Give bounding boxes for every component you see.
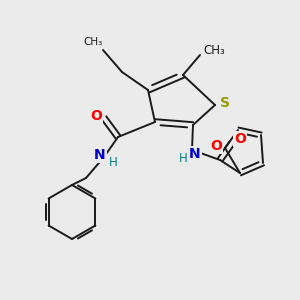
Text: CH₃: CH₃ (203, 44, 225, 56)
Text: N: N (189, 147, 201, 161)
Text: S: S (220, 96, 230, 110)
Text: O: O (210, 139, 222, 153)
Text: H: H (109, 155, 117, 169)
Text: N: N (94, 148, 106, 162)
Text: H: H (178, 152, 188, 166)
Text: O: O (90, 109, 102, 123)
Text: O: O (234, 132, 246, 146)
Text: CH₃: CH₃ (83, 37, 103, 47)
